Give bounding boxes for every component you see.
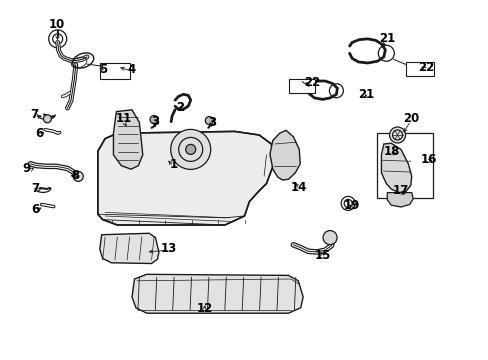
Polygon shape [269,130,300,180]
Text: 12: 12 [196,302,212,315]
Text: 11: 11 [115,112,132,125]
Text: 2: 2 [176,101,183,114]
Text: 13: 13 [160,242,177,255]
Text: 1: 1 [169,158,177,171]
Text: 5: 5 [100,63,107,76]
Text: 15: 15 [314,249,330,262]
Polygon shape [113,110,142,169]
Text: 8: 8 [72,169,80,182]
Polygon shape [132,274,303,313]
Text: 20: 20 [402,112,418,125]
Polygon shape [98,131,273,225]
Circle shape [150,116,158,123]
Text: 9: 9 [23,162,31,175]
Text: 7: 7 [30,108,38,121]
Polygon shape [386,193,412,207]
Text: 19: 19 [343,199,360,212]
Text: 3: 3 [151,115,159,128]
FancyBboxPatch shape [405,62,433,76]
Polygon shape [381,143,411,193]
Text: 10: 10 [49,18,65,31]
Text: 3: 3 [208,116,216,129]
Text: 22: 22 [417,61,434,74]
Text: 21: 21 [357,88,373,101]
Text: 17: 17 [392,184,408,197]
Circle shape [205,117,213,125]
FancyBboxPatch shape [100,63,130,79]
Text: 16: 16 [420,153,437,166]
Text: 22: 22 [303,76,320,89]
Text: 6: 6 [31,203,39,216]
Text: 14: 14 [290,181,307,194]
Polygon shape [100,233,159,264]
Text: 4: 4 [128,63,136,76]
Text: 7: 7 [31,183,39,195]
Text: 21: 21 [378,32,395,45]
Circle shape [389,127,405,143]
Circle shape [43,115,51,123]
Text: 18: 18 [383,145,400,158]
Text: 6: 6 [35,127,43,140]
Circle shape [185,144,195,154]
Circle shape [73,171,83,181]
FancyBboxPatch shape [288,79,314,93]
Circle shape [323,231,336,244]
Circle shape [170,129,210,170]
